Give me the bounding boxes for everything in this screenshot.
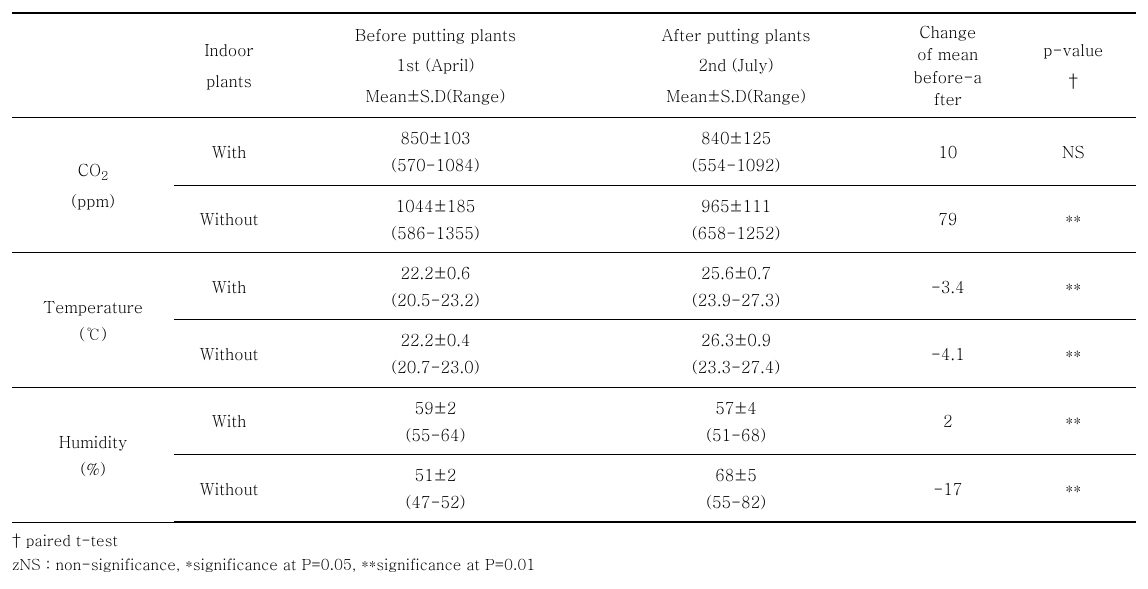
header-change: Change of mean before-a fter (885, 13, 1010, 118)
after-cell: 840±125 (554-1092) (587, 118, 885, 185)
range-value: (20.7-23.0) (391, 355, 480, 378)
cond-cell: Without (174, 185, 284, 252)
header-cell-line: Mean±S.D(Range) (365, 84, 505, 107)
table-row: CO2 (ppm) With 850±103 (570-1084) 840±12… (12, 118, 1136, 185)
footnote-text: † paired t-test (12, 530, 118, 551)
after-cell: 965±111 (658-1252) (587, 185, 885, 252)
data-table: Indoor plants Before putting plants 1st … (12, 12, 1136, 523)
range-value: (658-1252) (692, 221, 781, 244)
header-cell-line: 2nd (July) (698, 53, 773, 76)
range-value: (55-64) (405, 423, 465, 446)
msd-value: 51±2 (415, 463, 457, 486)
range-value: (20.5-23.2) (391, 288, 480, 311)
rowlabel-sub: 2 (101, 166, 108, 184)
rowlabel-line: Humidity (59, 430, 127, 453)
header-after: After putting plants 2nd (July) Mean±S.D… (587, 13, 885, 118)
msd-value: 965±111 (701, 194, 771, 217)
before-cell: 22.2±0.6 (20.5-23.2) (284, 252, 587, 319)
rowlabel-co2: CO2 (ppm) (12, 118, 174, 253)
rowlabel-line: CO (78, 158, 101, 181)
header-cell-line: before-a (914, 65, 983, 88)
change-cell: 79 (885, 185, 1010, 252)
header-cell-line: Change (919, 20, 976, 43)
change-cell: -4.1 (885, 320, 1010, 387)
table-header-row: Indoor plants Before putting plants 1st … (12, 13, 1136, 118)
range-value: (554-1092) (692, 153, 781, 176)
range-value: (570-1084) (391, 153, 480, 176)
rowlabel-line: Temperature (43, 295, 143, 318)
header-before: Before putting plants 1st (April) Mean±S… (284, 13, 587, 118)
change-cell: -17 (885, 455, 1010, 523)
table-row: Without 1044±185 (586-1355) 965±111 (658… (12, 185, 1136, 252)
footnotes-block: † paired t-test zNS : non-significance, … (12, 529, 1136, 577)
pvalue-cell: ** (1011, 320, 1137, 387)
msd-value: 68±5 (715, 463, 757, 486)
header-cell-line: 1st (April) (396, 53, 474, 76)
msd-value: 22.2±0.6 (400, 261, 470, 284)
cond-cell: With (174, 252, 284, 319)
header-blank (12, 13, 174, 118)
table-row: Humidity (%) With 59±2 (55-64) 57±4 (51-… (12, 387, 1136, 454)
cond-cell: With (174, 387, 284, 454)
range-value: (55-82) (706, 490, 766, 513)
before-cell: 51±2 (47-52) (284, 455, 587, 523)
before-cell: 59±2 (55-64) (284, 387, 587, 454)
before-cell: 22.2±0.4 (20.7-23.0) (284, 320, 587, 387)
table-row: Temperature (℃) With 22.2±0.6 (20.5-23.2… (12, 252, 1136, 319)
cond-cell: With (174, 118, 284, 185)
msd-value: 850±103 (400, 126, 470, 149)
table-row: Without 22.2±0.4 (20.7-23.0) 26.3±0.9 (2… (12, 320, 1136, 387)
pvalue-cell: ** (1011, 387, 1137, 454)
pvalue-cell: NS (1011, 118, 1137, 185)
header-cell-line: Mean±S.D(Range) (666, 84, 806, 107)
cond-cell: Without (174, 320, 284, 387)
msd-value: 22.2±0.4 (400, 328, 470, 351)
after-cell: 68±5 (55-82) (587, 455, 885, 523)
header-cell-line: fter (934, 87, 962, 110)
header-cell-line: p-value (1043, 38, 1103, 61)
header-indoor-plants: Indoor plants (174, 13, 284, 118)
change-cell: 2 (885, 387, 1010, 454)
rowlabel-temp: Temperature (℃) (12, 252, 174, 387)
footnote-text: zNS : non-significance, *significance at… (12, 554, 535, 575)
after-cell: 57±4 (51-68) (587, 387, 885, 454)
header-pvalue: p-value † (1011, 13, 1137, 118)
msd-value: 59±2 (415, 396, 457, 419)
after-cell: 25.6±0.7 (23.9-27.3) (587, 252, 885, 319)
header-cell-text: Indoor plants (204, 38, 253, 91)
header-cell-line: † (1069, 69, 1079, 92)
msd-value: 25.6±0.7 (701, 261, 771, 284)
change-cell: -3.4 (885, 252, 1010, 319)
range-value: (23.9-27.3) (692, 288, 781, 311)
rowlabel-line: (%) (80, 457, 106, 480)
msd-value: 26.3±0.9 (701, 328, 771, 351)
change-cell: 10 (885, 118, 1010, 185)
msd-value: 57±4 (715, 396, 757, 419)
rowlabel-line: (ppm) (71, 189, 115, 212)
before-cell: 1044±185 (586-1355) (284, 185, 587, 252)
header-cell-line: After putting plants (662, 23, 811, 46)
cond-cell: Without (174, 455, 284, 523)
pvalue-cell: ** (1011, 185, 1137, 252)
range-value: (586-1355) (391, 221, 480, 244)
before-cell: 850±103 (570-1084) (284, 118, 587, 185)
header-cell-line: Before putting plants (355, 23, 516, 46)
range-value: (47-52) (405, 490, 465, 513)
after-cell: 26.3±0.9 (23.3-27.4) (587, 320, 885, 387)
pvalue-cell: ** (1011, 252, 1137, 319)
rowlabel-humidity: Humidity (%) (12, 387, 174, 522)
msd-value: 840±125 (701, 126, 771, 149)
rowlabel-line: (℃) (79, 322, 107, 345)
msd-value: 1044±185 (396, 194, 476, 217)
range-value: (51-68) (706, 423, 766, 446)
header-cell-line: of mean (917, 42, 978, 65)
range-value: (23.3-27.4) (692, 355, 781, 378)
table-row: Without 51±2 (47-52) 68±5 (55-82) -17 ** (12, 455, 1136, 523)
pvalue-cell: ** (1011, 455, 1137, 523)
